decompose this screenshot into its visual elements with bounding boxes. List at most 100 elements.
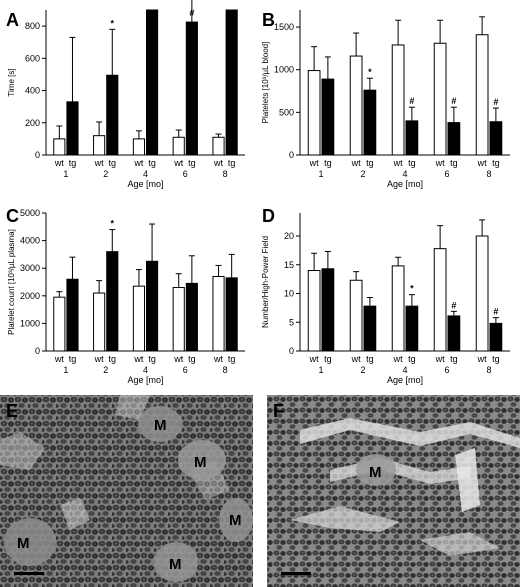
bar-c-wt-4 bbox=[132, 285, 146, 352]
x-axis-label-b: Age [mo] bbox=[387, 179, 423, 189]
bar-b-wt-2 bbox=[349, 55, 363, 156]
category-label-c-1: 1 bbox=[63, 365, 68, 375]
group-label-c-tg-6: tg bbox=[188, 354, 196, 364]
significance-marker-a-3: # bbox=[229, 8, 234, 18]
panel-letter-b: B bbox=[262, 10, 275, 30]
group-label-b-wt-4: wt bbox=[393, 158, 403, 168]
significance-marker-d-2: # bbox=[493, 307, 498, 317]
bar-d-wt-4 bbox=[391, 265, 405, 352]
micrograph-f: F M bbox=[267, 395, 520, 587]
group-label-b-tg-6: tg bbox=[450, 158, 458, 168]
group-label-d-tg-2: tg bbox=[366, 354, 374, 364]
y-tick-label-b-0: 0 bbox=[289, 150, 294, 160]
group-label-b-wt-2: wt bbox=[351, 158, 361, 168]
bar-a-tg-8 bbox=[225, 9, 238, 156]
y-tick-label-d-3: 15 bbox=[284, 260, 294, 270]
m-label-e-2: M bbox=[194, 454, 207, 471]
bar-a-wt-6 bbox=[172, 136, 185, 156]
group-label-c-wt-8: wt bbox=[213, 354, 223, 364]
panel-letter-d: D bbox=[262, 206, 275, 226]
bar-d-tg-8 bbox=[489, 322, 503, 352]
megakaryocyte-e-1 bbox=[138, 406, 182, 442]
bar-a-wt-8 bbox=[212, 136, 225, 156]
category-label-d-4: 4 bbox=[402, 365, 407, 375]
y-tick-label-c-5: 5000 bbox=[20, 208, 40, 218]
significance-marker-b-2: # bbox=[451, 96, 456, 106]
scale-bar-f bbox=[281, 572, 311, 575]
group-label-c-wt-4: wt bbox=[133, 354, 143, 364]
y-tick-label-c-3: 3000 bbox=[20, 263, 40, 273]
category-label-b-4: 4 bbox=[402, 169, 407, 179]
x-axis-label-d: Age [mo] bbox=[387, 375, 423, 385]
group-label-d-wt-1: wt bbox=[309, 354, 319, 364]
category-label-d-1: 1 bbox=[318, 365, 323, 375]
significance-marker-a-1: # bbox=[150, 8, 155, 18]
bar-d-wt-8 bbox=[475, 235, 489, 352]
bar-d-wt-2 bbox=[349, 279, 363, 352]
y-tick-label-d-0: 0 bbox=[289, 346, 294, 356]
significance-marker-d-0: * bbox=[410, 284, 414, 294]
group-label-c-tg-2: tg bbox=[109, 354, 117, 364]
y-axis-label-c: Platelet count [10³/µL plasma] bbox=[7, 229, 16, 335]
y-tick-label-d-1: 5 bbox=[289, 317, 294, 327]
category-label-a-6: 6 bbox=[183, 169, 188, 179]
category-label-a-2: 2 bbox=[103, 169, 108, 179]
group-label-a-tg-8: tg bbox=[228, 158, 236, 168]
category-label-d-6: 6 bbox=[444, 365, 449, 375]
megakaryocyte-f-1 bbox=[356, 454, 396, 486]
group-label-d-tg-1: tg bbox=[324, 354, 332, 364]
chart-panel-c: 0 1000 2000 3000 4000 5000 Platelet count [10³… bbox=[7, 208, 245, 385]
y-tick-label-a-4: 800 bbox=[25, 21, 40, 31]
bar-b-tg-4 bbox=[405, 120, 419, 156]
y-tick-label-c-1: 1000 bbox=[20, 318, 40, 328]
group-label-b-tg-8: tg bbox=[492, 158, 500, 168]
m-label-e-1: M bbox=[154, 417, 167, 434]
group-label-c-wt-1: wt bbox=[54, 354, 64, 364]
category-label-a-4: 4 bbox=[143, 169, 148, 179]
group-label-c-tg-1: tg bbox=[69, 354, 77, 364]
y-axis-label-a: Time [s] bbox=[7, 68, 16, 96]
group-label-d-wt-6: wt bbox=[435, 354, 445, 364]
m-label-e-4: M bbox=[17, 535, 30, 552]
category-label-b-1: 1 bbox=[318, 169, 323, 179]
y-tick-label-a-2: 400 bbox=[25, 86, 40, 96]
bar-d-wt-1 bbox=[307, 270, 321, 352]
bar-b-tg-6 bbox=[447, 122, 461, 156]
bar-b-wt-4 bbox=[391, 44, 405, 156]
bar-c-tg-1 bbox=[66, 278, 79, 352]
group-label-d-wt-8: wt bbox=[477, 354, 487, 364]
category-label-c-8: 8 bbox=[223, 365, 228, 375]
bar-d-tg-6 bbox=[447, 315, 461, 352]
significance-marker-b-0: * bbox=[368, 67, 372, 77]
category-label-b-6: 6 bbox=[444, 169, 449, 179]
y-tick-label-b-3: 1500 bbox=[274, 22, 294, 32]
group-label-c-tg-4: tg bbox=[148, 354, 156, 364]
category-label-d-2: 2 bbox=[360, 365, 365, 375]
bar-c-tg-8 bbox=[225, 277, 238, 352]
y-tick-label-d-4: 20 bbox=[284, 231, 294, 241]
bar-a-tg-2 bbox=[106, 74, 119, 156]
y-tick-label-b-2: 1000 bbox=[274, 65, 294, 75]
significance-marker-b-3: # bbox=[493, 97, 498, 107]
bar-a-wt-1 bbox=[53, 138, 66, 156]
category-label-c-2: 2 bbox=[103, 365, 108, 375]
bar-d-wt-6 bbox=[433, 248, 447, 352]
bar-d-tg-1 bbox=[321, 268, 335, 352]
y-tick-label-a-1: 200 bbox=[25, 118, 40, 128]
megakaryocyte-e-2 bbox=[178, 440, 226, 480]
bar-d-tg-4 bbox=[405, 305, 419, 352]
panel-letter-c: C bbox=[6, 206, 19, 226]
group-label-b-tg-4: tg bbox=[408, 158, 416, 168]
group-label-b-wt-1: wt bbox=[309, 158, 319, 168]
significance-marker-d-1: # bbox=[451, 300, 456, 310]
category-label-d-8: 8 bbox=[486, 365, 491, 375]
x-axis-label-c: Age [mo] bbox=[127, 375, 163, 385]
bar-c-wt-1 bbox=[53, 296, 66, 352]
group-label-a-tg-1: tg bbox=[69, 158, 77, 168]
y-tick-label-a-0: 0 bbox=[35, 150, 40, 160]
bar-a-tg-6 bbox=[185, 21, 198, 156]
group-label-a-tg-6: tg bbox=[188, 158, 196, 168]
group-label-d-wt-4: wt bbox=[393, 354, 403, 364]
x-axis-label-a: Age [mo] bbox=[127, 179, 163, 189]
